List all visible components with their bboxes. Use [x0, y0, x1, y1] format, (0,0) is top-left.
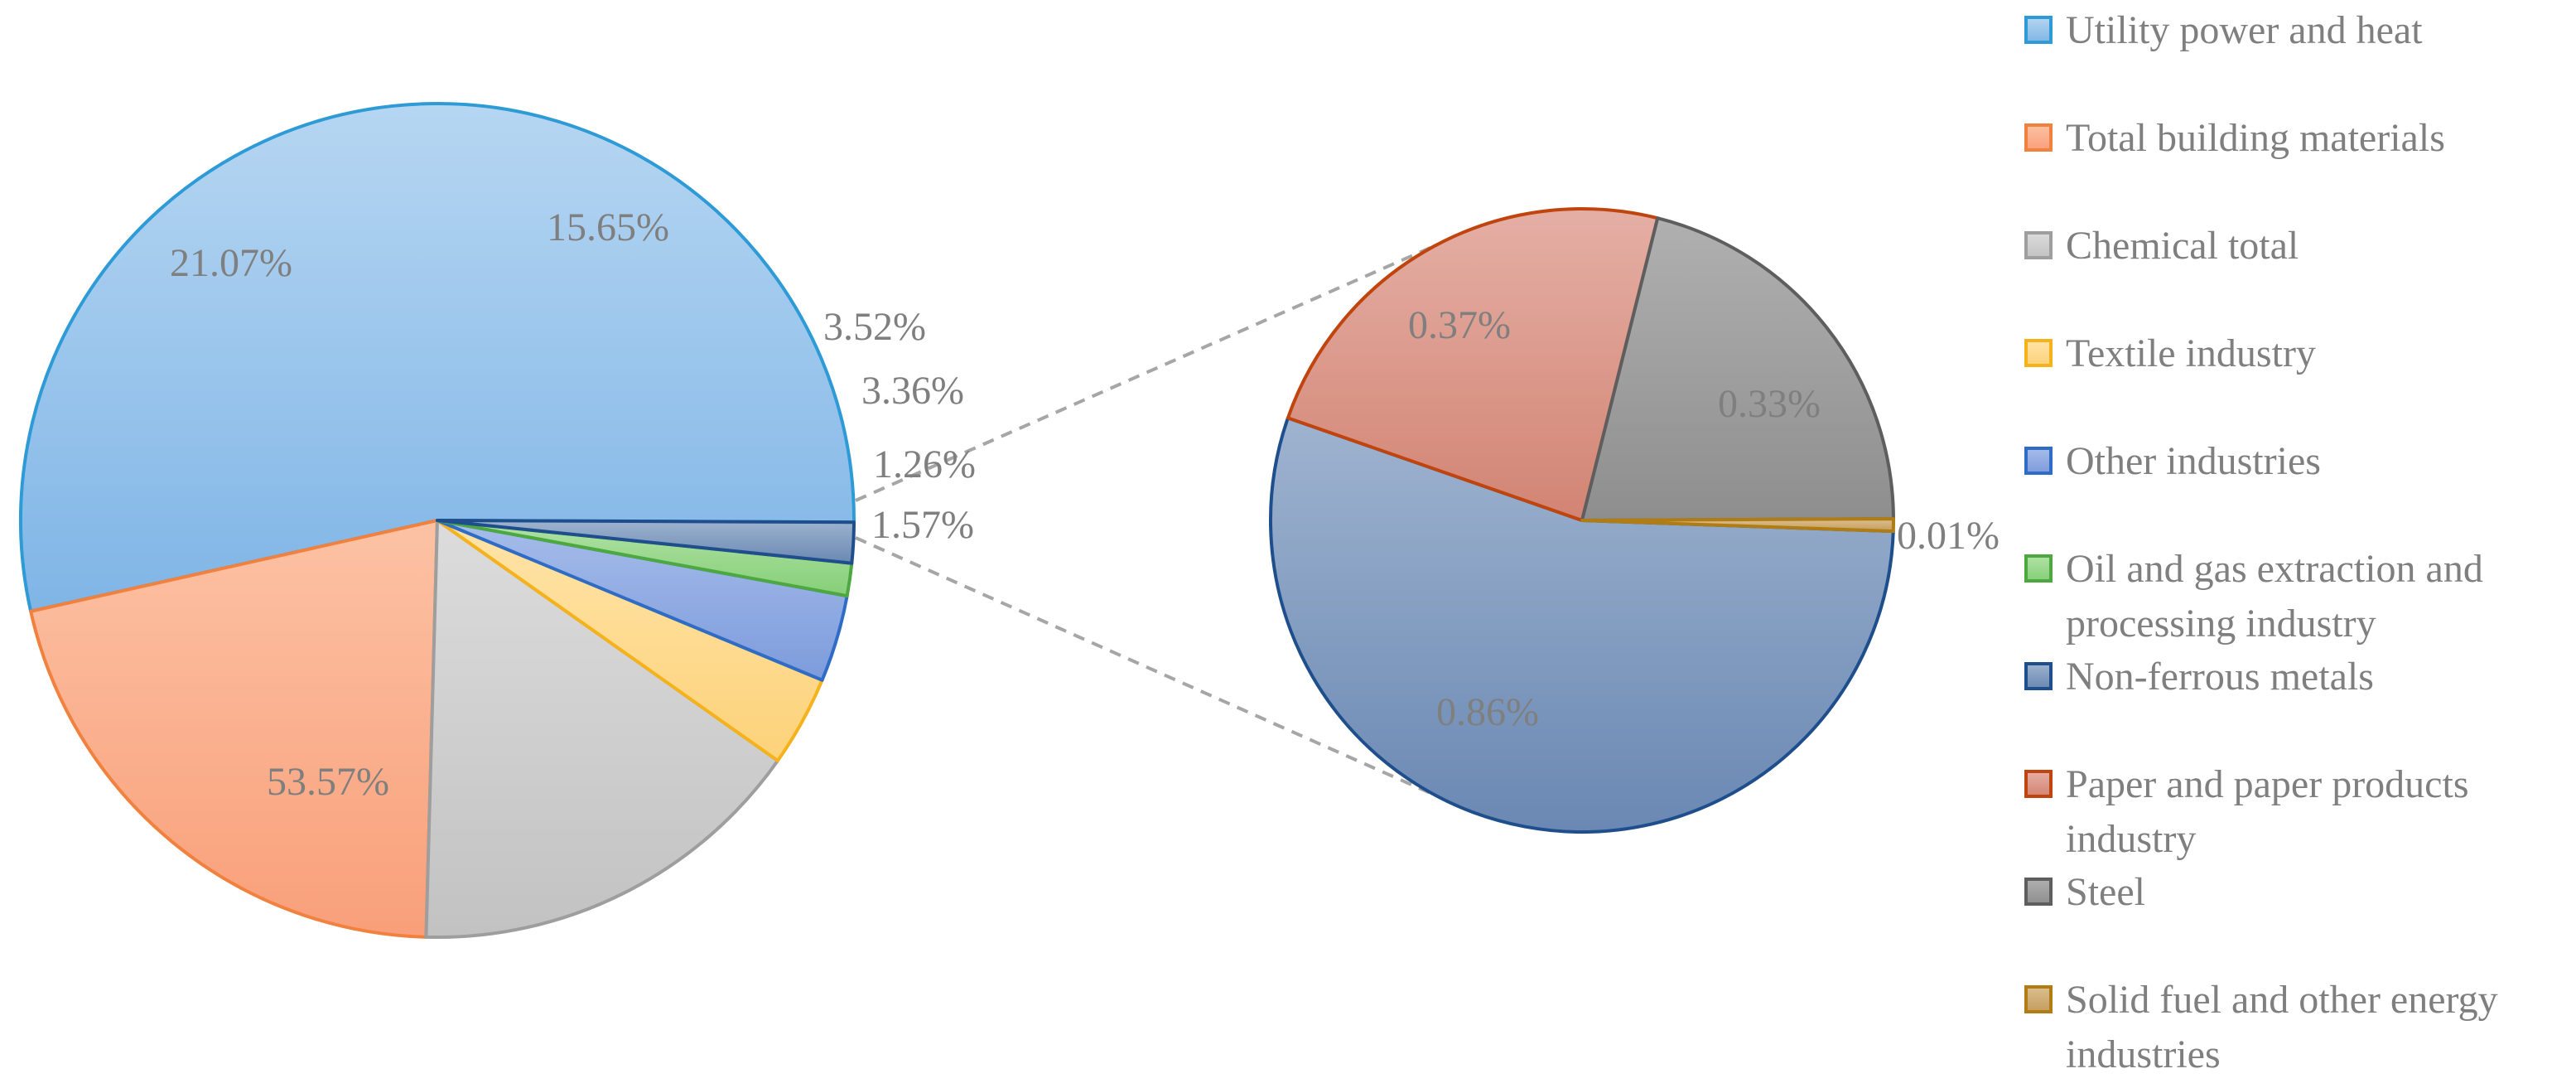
legend-label: Utility power and heat — [2066, 8, 2423, 52]
legend-swatch — [2024, 554, 2053, 583]
legend-item: Paper and paper products industry — [2024, 762, 2469, 861]
connector-line — [855, 536, 1437, 797]
legend-item: Total building materials — [2024, 116, 2445, 160]
legend-item: Steel — [2024, 870, 2145, 914]
main-pie: 53.57% 21.07% 15.65% 3.52% 3.36% 1.26% 1.57% — [19, 102, 976, 939]
main-data-label: 21.07% — [170, 241, 292, 285]
legend-item: Other industries — [2024, 439, 2321, 483]
legend-item: Chemical total — [2024, 224, 2299, 268]
legend-swatch — [2024, 123, 2053, 152]
main-data-label: 1.57% — [871, 503, 974, 547]
secondary-slice-paper-and-paper-products-industry — [1286, 207, 1660, 522]
legend-swatch — [2024, 231, 2053, 259]
legend-label: Chemical total — [2066, 224, 2299, 268]
legend-label: Other industries — [2066, 439, 2321, 483]
secondary-data-label: 0.37% — [1408, 303, 1511, 347]
legend-swatch — [2024, 339, 2053, 367]
main-slice-utility-power-and-heat — [19, 102, 856, 613]
secondary-data-label: 0.01% — [1897, 514, 2000, 558]
legend-label: Oil and gas extraction and processing ind… — [2066, 547, 2483, 646]
legend-item: Solid fuel and other energy industries — [2024, 978, 2498, 1076]
legend-label: Paper and paper products industry — [2066, 762, 2469, 861]
legend-label: Total building materials — [2066, 116, 2445, 160]
legend-swatch — [2024, 770, 2053, 798]
legend-swatch — [2024, 16, 2053, 44]
secondary-data-label: 0.33% — [1718, 382, 1821, 426]
secondary-slice-non-ferrous-metals — [1269, 416, 1895, 834]
main-data-label: 3.36% — [861, 369, 964, 413]
legend-swatch — [2024, 878, 2053, 906]
secondary-slice-solid-fuel-and-other-energy-industries — [1580, 517, 1896, 534]
connector-line — [855, 244, 1437, 502]
main-slice-non-ferrous-metals — [436, 519, 856, 565]
secondary-data-label: 0.86% — [1436, 690, 1539, 734]
main-data-label: 3.52% — [823, 305, 926, 349]
main-slice-total-building-materials — [29, 519, 439, 939]
legend-swatch — [2024, 662, 2053, 690]
legend-label: Solid fuel and other energy industries — [2066, 978, 2498, 1076]
main-data-label: 15.65% — [547, 206, 669, 249]
main-slice-chemical-total — [424, 519, 779, 939]
legend-item: Textile industry — [2024, 331, 2316, 375]
legend-item: Non-ferrous metals — [2024, 655, 2374, 699]
legend-swatch — [2024, 985, 2053, 1013]
legend-item: Utility power and heat — [2024, 8, 2423, 52]
main-data-label: 1.26% — [873, 442, 976, 486]
secondary-pie: 0.86% 0.37% 0.33% 0.01% — [1269, 207, 2000, 834]
legend-item: Oil and gas extraction and processing ind… — [2024, 547, 2483, 646]
legend-label: Steel — [2066, 870, 2145, 914]
secondary-slice-steel — [1580, 216, 1895, 522]
legend-swatch — [2024, 447, 2053, 475]
legend-label: Textile industry — [2066, 331, 2316, 375]
legend: Utility power and heat Total building mat… — [2024, 8, 2498, 1076]
legend-label: Non-ferrous metals — [2066, 655, 2374, 699]
main-data-label: 53.57% — [267, 760, 389, 804]
pie-connector-lines — [855, 244, 1437, 797]
